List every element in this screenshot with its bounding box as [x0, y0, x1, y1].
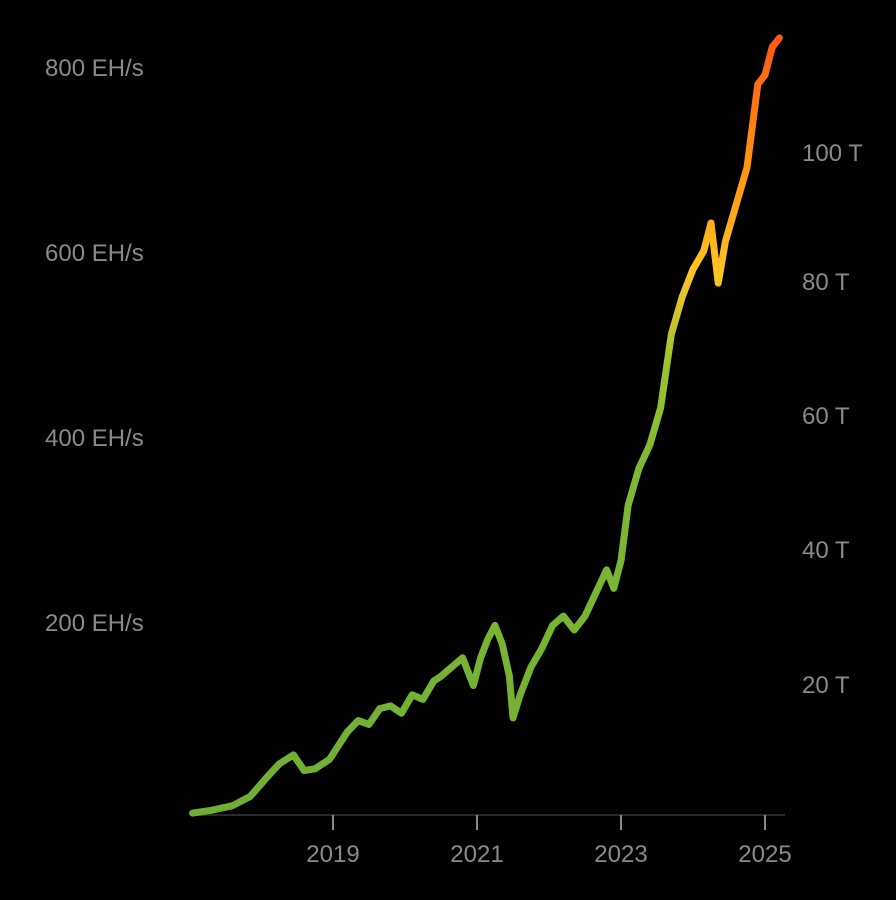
x-tick-label: 2019 [306, 841, 359, 868]
right-tick-label: 80 T [802, 269, 850, 296]
left-tick-label: 800 EH/s [45, 55, 144, 82]
left-tick-label: 600 EH/s [45, 240, 144, 267]
right-tick-label: 20 T [802, 672, 850, 699]
left-tick-label: 200 EH/s [45, 610, 144, 637]
left-axis: 200 EH/s 400 EH/s 600 EH/s 800 EH/s [45, 55, 144, 637]
right-axis: 20 T 40 T 60 T 80 T 100 T [802, 140, 863, 699]
x-tick-label: 2025 [738, 841, 791, 868]
x-tick-label: 2023 [594, 841, 647, 868]
x-axis: 2019 2021 2023 2025 [306, 815, 792, 868]
hashrate-series-line [189, 34, 783, 817]
right-tick-label: 60 T [802, 403, 850, 430]
left-tick-label: 400 EH/s [45, 425, 144, 452]
right-tick-label: 40 T [802, 537, 850, 564]
right-tick-label: 100 T [802, 140, 863, 167]
x-tick-label: 2021 [450, 841, 503, 868]
